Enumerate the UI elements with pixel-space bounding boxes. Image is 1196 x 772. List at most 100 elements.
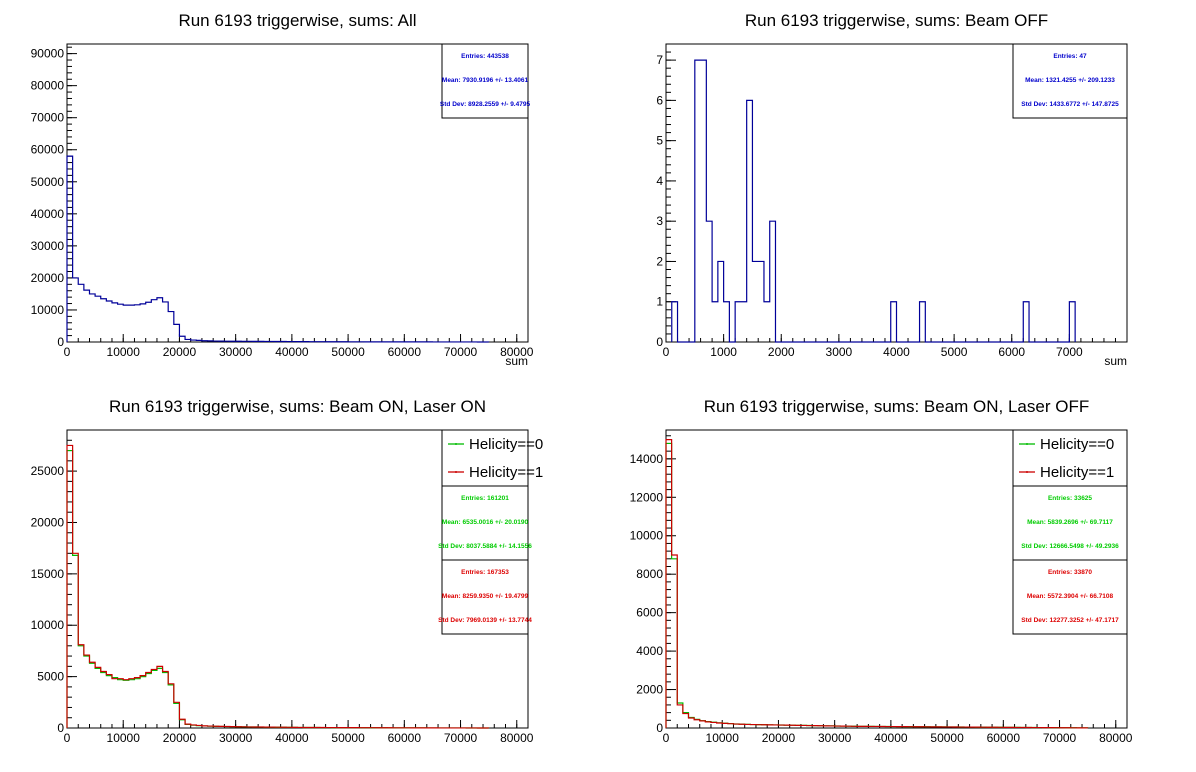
stats-stddev: Std Dev: 8928.2559 +/- 9.4795 (440, 101, 531, 108)
x-tick-label: 30000 (818, 731, 852, 745)
x-tick-label: 30000 (219, 345, 253, 359)
x-tick-label: 5000 (941, 345, 968, 359)
histogram-series-1 (665, 439, 1089, 729)
x-tick-label: 50000 (331, 731, 365, 745)
stats-mean: Mean: 6535.0016 +/- 20.0190 (442, 519, 529, 526)
histogram-series-0 (671, 59, 1076, 343)
x-tick-label: 0 (663, 731, 670, 745)
y-tick-label: 40000 (31, 207, 65, 221)
histogram-panel: Run 6193 triggerwise, sums: Beam ON, Las… (630, 397, 1133, 745)
y-tick-label: 14000 (630, 452, 664, 466)
y-tick-label: 50000 (31, 175, 65, 189)
y-tick-label: 6 (656, 93, 663, 107)
stats-stddev: Std Dev: 7969.0139 +/- 13.7744 (438, 617, 532, 624)
stats-stddev: Std Dev: 8037.5884 +/- 14.1556 (438, 543, 532, 550)
y-tick-label: 12000 (630, 490, 664, 504)
histogram-series-0 (66, 155, 490, 343)
y-tick-label: 20000 (31, 271, 65, 285)
y-tick-label: 5000 (37, 670, 64, 684)
stats-box (1012, 559, 1128, 635)
stats-entries: Entries: 167353 (461, 569, 509, 576)
legend-label: Helicity==1 (469, 464, 543, 481)
stats-stddev: Std Dev: 12666.5498 +/- 49.2936 (1021, 543, 1119, 550)
stats-mean: Mean: 1321.4255 +/- 209.1233 (1025, 77, 1115, 84)
y-tick-label: 5 (656, 134, 663, 148)
y-tick-label: 10000 (630, 529, 664, 543)
stats-stddev: Std Dev: 12277.3252 +/- 47.1717 (1021, 617, 1119, 624)
stats-entries: Entries: 47 (1053, 53, 1087, 60)
chart-title: Run 6193 triggerwise, sums: Beam ON, Las… (109, 397, 486, 416)
y-tick-label: 0 (656, 335, 663, 349)
x-tick-label: 20000 (762, 731, 796, 745)
y-tick-label: 30000 (31, 239, 65, 253)
y-tick-label: 10000 (31, 618, 65, 632)
x-tick-label: 40000 (275, 345, 309, 359)
stats-box (1012, 485, 1128, 561)
stats-mean: Mean: 8259.9350 +/- 19.4799 (442, 593, 529, 600)
x-tick-label: 20000 (163, 731, 197, 745)
stats-box (441, 559, 529, 635)
stats-mean: Mean: 7930.9196 +/- 13.4061 (442, 77, 529, 84)
histogram-panel: Run 6193 triggerwise, sums: Beam OFF 0 100… (656, 11, 1128, 368)
x-tick-label: 80000 (500, 345, 534, 359)
legend-marker (455, 471, 457, 473)
x-tick-label: 7000 (1056, 345, 1083, 359)
stats-box (1012, 43, 1128, 119)
x-tick-label: 0 (64, 731, 71, 745)
y-tick-label: 2 (656, 254, 663, 268)
y-tick-label: 7 (656, 53, 663, 67)
x-tick-label: 50000 (331, 345, 365, 359)
histogram-panel: Run 6193 triggerwise, sums: Beam ON, Las… (31, 397, 544, 745)
x-tick-label: 40000 (874, 731, 908, 745)
y-tick-label: 70000 (31, 111, 65, 125)
stats-mean: Mean: 5839.2696 +/- 69.7117 (1027, 519, 1113, 526)
y-tick-label: 0 (656, 721, 663, 735)
y-tick-label: 25000 (31, 464, 65, 478)
x-tick-label: 70000 (1043, 731, 1077, 745)
legend-box (441, 429, 529, 487)
x-axis-label: sum (1104, 354, 1127, 368)
x-tick-label: 6000 (998, 345, 1025, 359)
x-tick-label: 1000 (710, 345, 737, 359)
stats-mean: Mean: 5572.3904 +/- 66.7108 (1027, 593, 1114, 600)
x-axis-label: sum (505, 354, 528, 368)
x-tick-label: 50000 (930, 731, 964, 745)
stats-box (441, 485, 529, 561)
stats-entries: Entries: 443538 (461, 53, 509, 60)
y-tick-label: 4 (656, 174, 663, 188)
stats-box (441, 43, 529, 119)
y-tick-label: 2000 (636, 683, 663, 697)
y-tick-label: 1 (656, 295, 663, 309)
y-tick-label: 4000 (636, 644, 663, 658)
x-tick-label: 70000 (444, 345, 478, 359)
x-tick-label: 10000 (107, 345, 141, 359)
chart-title: Run 6193 triggerwise, sums: Beam OFF (745, 11, 1048, 30)
legend-marker (1026, 443, 1028, 445)
stats-entries: Entries: 33870 (1048, 569, 1092, 576)
x-tick-label: 60000 (388, 345, 422, 359)
x-tick-label: 10000 (706, 731, 740, 745)
histogram-series-1 (66, 444, 490, 729)
x-tick-label: 10000 (107, 731, 141, 745)
x-tick-label: 70000 (444, 731, 478, 745)
chart-title: Run 6193 triggerwise, sums: Beam ON, Las… (704, 397, 1089, 416)
x-tick-label: 80000 (1099, 731, 1133, 745)
x-tick-label: 3000 (826, 345, 853, 359)
y-tick-label: 80000 (31, 79, 65, 93)
y-tick-label: 20000 (31, 515, 65, 529)
histogram-panel: Run 6193 triggerwise, sums: All 0 10000 200… (31, 11, 534, 368)
stats-entries: Entries: 161201 (461, 495, 509, 502)
x-tick-label: 0 (64, 345, 71, 359)
legend-label: Helicity==0 (1040, 436, 1114, 453)
y-tick-label: 10000 (31, 303, 65, 317)
x-tick-label: 60000 (388, 731, 422, 745)
y-tick-label: 15000 (31, 567, 65, 581)
stats-stddev: Std Dev: 1433.6772 +/- 147.8725 (1021, 101, 1119, 108)
legend-box (1012, 429, 1128, 487)
x-tick-label: 2000 (768, 345, 795, 359)
x-tick-label: 80000 (500, 731, 534, 745)
legend-marker (1026, 471, 1028, 473)
legend-label: Helicity==1 (1040, 464, 1114, 481)
x-tick-label: 20000 (163, 345, 197, 359)
y-tick-label: 0 (57, 335, 64, 349)
